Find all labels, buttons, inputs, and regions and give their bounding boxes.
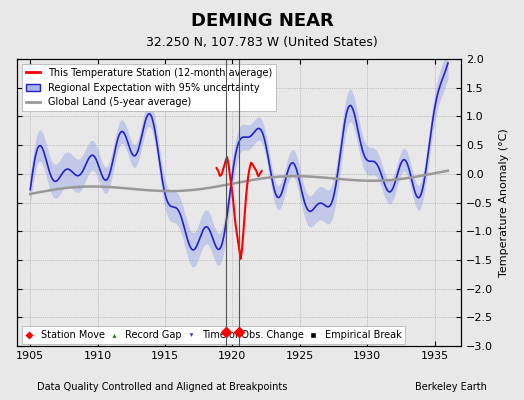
Text: Data Quality Controlled and Aligned at Breakpoints: Data Quality Controlled and Aligned at B… — [37, 382, 287, 392]
Text: 32.250 N, 107.783 W (United States): 32.250 N, 107.783 W (United States) — [146, 36, 378, 49]
Y-axis label: Temperature Anomaly (°C): Temperature Anomaly (°C) — [499, 128, 509, 277]
Text: Berkeley Earth: Berkeley Earth — [416, 382, 487, 392]
Legend: Station Move, Record Gap, Time of Obs. Change, Empirical Break: Station Move, Record Gap, Time of Obs. C… — [21, 326, 406, 344]
Text: DEMING NEAR: DEMING NEAR — [191, 12, 333, 30]
